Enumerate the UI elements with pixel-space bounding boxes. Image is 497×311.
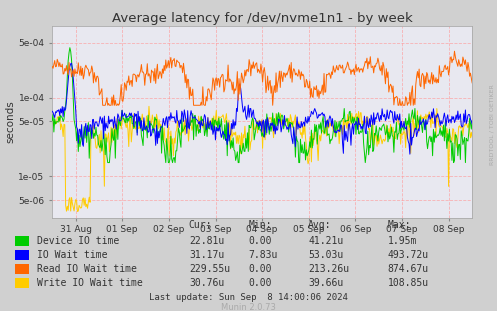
Text: 213.26u: 213.26u [308, 264, 349, 274]
Text: Read IO Wait time: Read IO Wait time [37, 264, 137, 274]
Text: 874.67u: 874.67u [388, 264, 429, 274]
Text: Device IO time: Device IO time [37, 236, 119, 246]
Text: Write IO Wait time: Write IO Wait time [37, 278, 143, 288]
Text: Cur:: Cur: [189, 220, 212, 230]
Text: 30.76u: 30.76u [189, 278, 224, 288]
Y-axis label: seconds: seconds [5, 101, 15, 143]
Text: IO Wait time: IO Wait time [37, 250, 108, 260]
Title: Average latency for /dev/nvme1n1 - by week: Average latency for /dev/nvme1n1 - by we… [112, 12, 413, 25]
Text: 0.00: 0.00 [248, 236, 272, 246]
Text: 53.03u: 53.03u [308, 250, 343, 260]
Text: Min:: Min: [248, 220, 272, 230]
Text: 31.17u: 31.17u [189, 250, 224, 260]
Text: 39.66u: 39.66u [308, 278, 343, 288]
Text: Max:: Max: [388, 220, 411, 230]
Text: Munin 2.0.73: Munin 2.0.73 [221, 303, 276, 311]
Text: 41.21u: 41.21u [308, 236, 343, 246]
Text: Last update: Sun Sep  8 14:00:06 2024: Last update: Sun Sep 8 14:00:06 2024 [149, 294, 348, 302]
Text: 1.95m: 1.95m [388, 236, 417, 246]
Text: RRDTOOL / TOBI OETIKER: RRDTOOL / TOBI OETIKER [490, 84, 495, 165]
Text: Avg:: Avg: [308, 220, 331, 230]
Text: 493.72u: 493.72u [388, 250, 429, 260]
Text: 0.00: 0.00 [248, 264, 272, 274]
Text: 229.55u: 229.55u [189, 264, 230, 274]
Text: 22.81u: 22.81u [189, 236, 224, 246]
Text: 0.00: 0.00 [248, 278, 272, 288]
Text: 108.85u: 108.85u [388, 278, 429, 288]
Text: 7.83u: 7.83u [248, 250, 278, 260]
